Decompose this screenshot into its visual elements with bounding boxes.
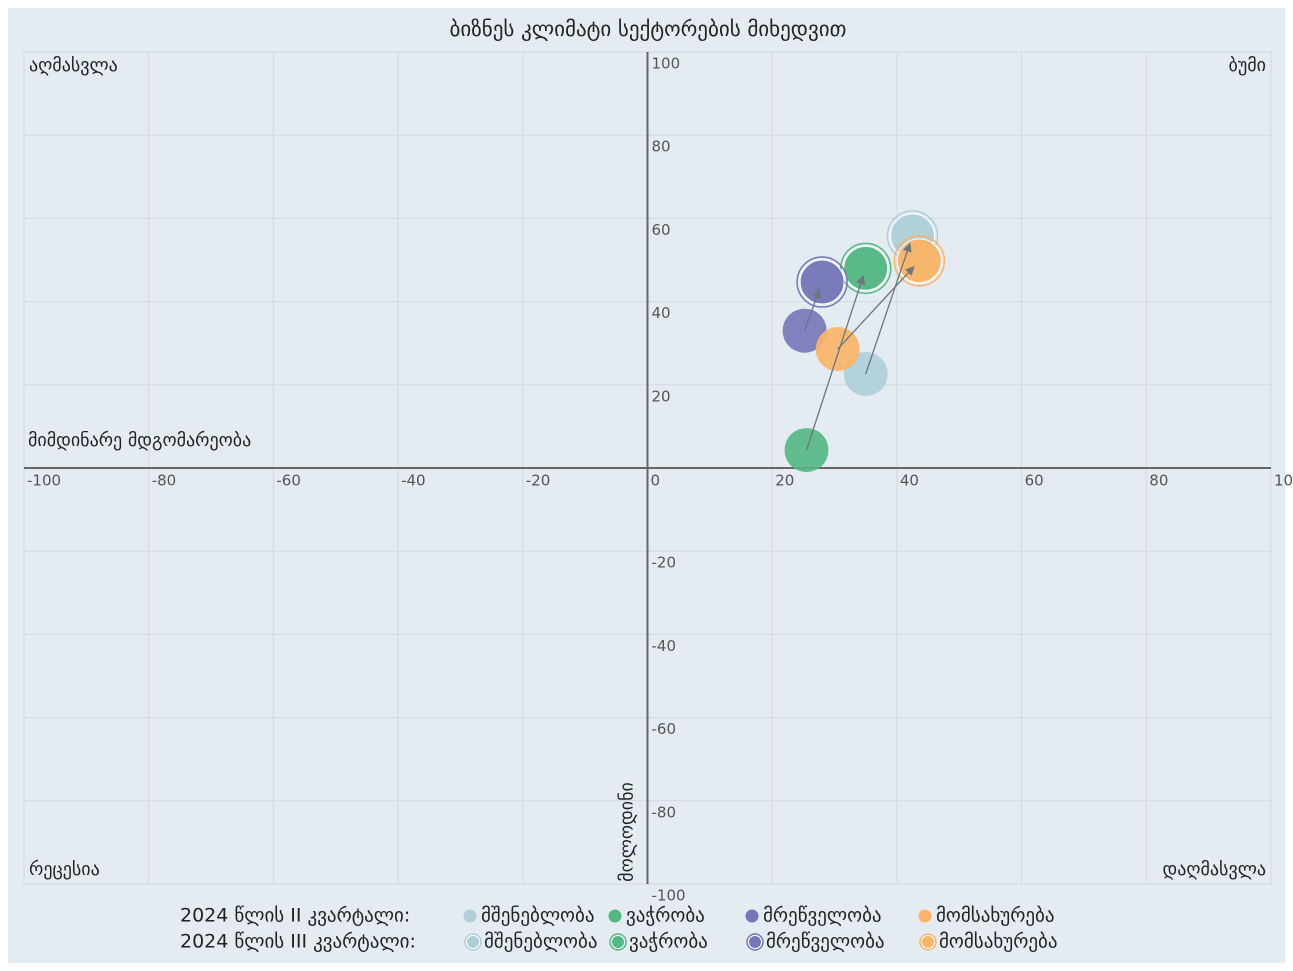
x-tick-label: 20 (775, 472, 794, 490)
bubble-ring (796, 256, 848, 308)
x-tick-label: 60 (1025, 472, 1044, 490)
legend-ring (746, 933, 764, 951)
x-axis-label: მიმდინარე მდგომარეობა (28, 430, 251, 451)
legend-marker (918, 909, 932, 923)
y-tick-label: -20 (652, 554, 677, 572)
y-tick-label: -100 (652, 887, 686, 905)
quadrant-label: აღმასვლა (29, 55, 118, 76)
change-arrow (865, 242, 912, 375)
quadrant-label: ბუმი (1229, 55, 1266, 76)
bubble (843, 245, 889, 291)
legend-ring (464, 933, 482, 951)
change-arrow (804, 288, 821, 331)
x-tick-label: -80 (152, 472, 177, 490)
y-tick-label: 100 (652, 55, 681, 73)
legend-ring (919, 933, 937, 951)
y-tick-label: -40 (652, 637, 677, 655)
legend-ring (609, 933, 627, 951)
x-tick-label: -100 (27, 472, 61, 490)
x-tick-label: 80 (1149, 472, 1168, 490)
x-tick-label: -20 (526, 472, 551, 490)
legend-label: მშენებლობა (484, 931, 597, 953)
y-tick-label: 60 (652, 221, 671, 239)
quadrant-label: დაღმასვლა (1163, 859, 1267, 880)
quadrant-label: რეცესია (29, 859, 100, 880)
bubble (799, 259, 845, 305)
legend-title: 2024 წლის III კვარტალი: (180, 931, 416, 953)
legend-marker (611, 935, 625, 949)
legend-marker (463, 909, 477, 923)
y-tick-label: 20 (652, 387, 671, 405)
x-tick-label: 100 (1274, 472, 1293, 490)
legend-marker (745, 909, 759, 923)
bubble-ring (839, 242, 892, 295)
change-arrow (805, 275, 866, 451)
legend-label: მშენებლობა (481, 905, 594, 927)
x-tick-label: -40 (401, 472, 426, 490)
x-tick-label: 40 (900, 472, 919, 490)
x-tick-label: -60 (276, 472, 301, 490)
legend-label: მრეწველობა (763, 905, 882, 927)
legend-marker (748, 935, 762, 949)
legend-marker (466, 935, 480, 949)
legend-marker (608, 909, 622, 923)
legend-title: 2024 წლის II კვარტალი: (180, 905, 410, 927)
legend-label: ვაჭრობა (626, 905, 705, 927)
bubble-ring (893, 235, 946, 287)
legend-label: მომსახურება (936, 905, 1054, 927)
change-arrow (837, 266, 915, 350)
y-tick-label: -80 (652, 803, 677, 821)
legend-label: მრეწველობა (766, 931, 885, 953)
legend-label: მომსახურება (939, 931, 1057, 953)
y-tick-label: 40 (652, 304, 671, 322)
x-tick-label: 0 (651, 472, 661, 490)
legend-label: ვაჭრობა (629, 931, 708, 953)
y-tick-label: -60 (652, 720, 677, 738)
legend-marker (921, 935, 935, 949)
chart-title: ბიზნეს კლიმატი სექტორების მიხედვით (450, 17, 847, 41)
y-tick-label: 80 (652, 138, 671, 156)
y-axis-label: მოლოდინი (617, 782, 638, 882)
